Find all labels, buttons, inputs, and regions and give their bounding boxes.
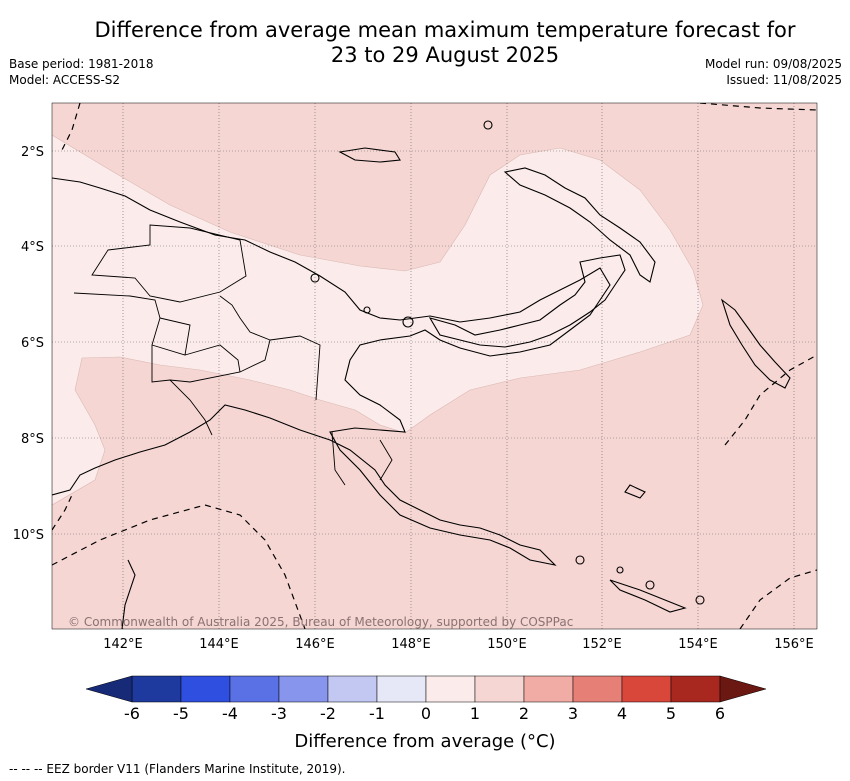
copyright-notice: © Commonwealth of Australia 2025, Bureau… [68,615,573,629]
colorbar-tick-label: 6 [714,704,726,723]
title-line-2: 23 to 29 August 2025 [330,43,560,67]
colorbar-over-arrow [719,675,767,703]
cape-york-coast [121,559,136,629]
manus-coast [338,147,401,163]
colorbar-tick-label: -5 [173,704,189,723]
colorbar-segment [621,675,672,703]
colorbar-tick-label: 5 [665,704,677,723]
latitude-labels: 2°S 4°S 6°S 8°S 10°S [13,145,44,543]
longitude-labels: 142°E 144°E 146°E 148°E 150°E 152°E 154°… [103,637,814,652]
colorbar-tick-label: -4 [222,704,238,723]
lat-label: 10°S [13,528,44,543]
new-britain-coast [428,254,626,348]
lat-label: 2°S [21,145,44,160]
lon-label: 156°E [774,637,814,652]
lon-label: 142°E [103,637,143,652]
lon-label: 150°E [487,637,527,652]
colorbar-segment [229,675,280,703]
eez-border [52,103,817,629]
anomaly-region-low [52,134,704,506]
colorbar-tick-label: -3 [271,704,287,723]
title-line-1: Difference from average mean maximum tem… [94,18,796,42]
colorbar-tick-label: -6 [124,704,140,723]
colorbar-tick-label: 2 [518,704,530,723]
colorbar-segment [474,675,525,703]
meta-left: Base period: 1981-2018 Model: ACCESS-S2 [9,56,154,88]
new-ireland-coast [503,167,656,283]
copyright-text: © Commonwealth of Australia 2025, Bureau… [68,615,573,629]
colorbar-segment [425,675,476,703]
model-run: Model run: 09/08/2025 [704,57,842,71]
lat-label: 6°S [21,336,44,351]
coastlines [52,120,791,629]
colorbar-tick-label: 1 [469,704,481,723]
colorbar-under-arrow [85,675,133,703]
lon-label: 148°E [391,637,431,652]
colorbar [85,675,767,703]
map-frame [51,102,818,630]
graticule [52,103,817,629]
colorbar-segment [327,675,378,703]
issued-date: Issued: 11/08/2025 [726,73,842,87]
lon-label: 152°E [582,637,622,652]
colorbar-segment [670,675,721,703]
province-borders [73,224,393,486]
colorbar-segment [523,675,574,703]
colorbar-segment [376,675,427,703]
bougainville-coast [720,298,791,389]
lon-label: 144°E [199,637,239,652]
lat-label: 4°S [21,240,44,255]
colorbar-tick-label: 3 [567,704,579,723]
meta-right: Model run: 09/08/2025 Issued: 11/08/2025 [705,56,842,88]
colorbar-segment [131,675,182,703]
lon-label: 146°E [295,637,335,652]
lat-label: 8°S [21,432,44,447]
chart-title: Difference from average mean maximum tem… [80,18,810,68]
colorbar-segment [278,675,329,703]
colorbar-tick-label: -1 [369,704,385,723]
colorbar-segment [180,675,231,703]
lon-label: 154°E [678,637,718,652]
colorbar-label: Difference from average (°C) [294,731,556,752]
model-name: Model: ACCESS-S2 [9,73,121,87]
colorbar-tick-label: 4 [616,704,628,723]
colorbar-tick-label: -2 [320,704,336,723]
base-period: Base period: 1981-2018 [9,57,154,71]
new-guinea-coast [52,177,611,566]
colorbar-segment [572,675,623,703]
colorbar-tick-label: 0 [420,704,432,723]
eez-legend: -- -- -- EEZ border V11 (Flanders Marine… [9,762,346,776]
